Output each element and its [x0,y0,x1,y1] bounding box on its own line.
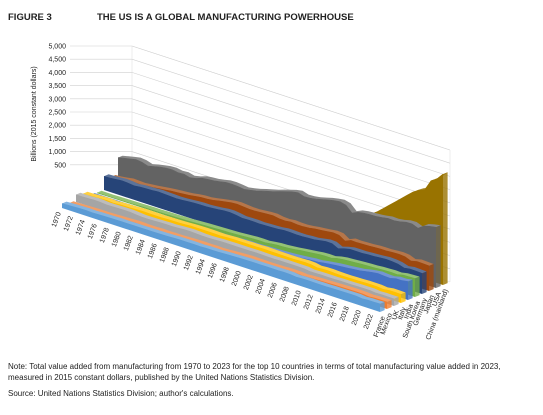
ribbon-end [387,300,392,309]
note: Note: Total value added from manufacturi… [8,362,501,382]
x-tick-label: 1994 [195,258,207,275]
x-tick-label: 1974 [75,219,87,236]
grid-line [70,45,451,151]
x-tick-label: 2018 [339,305,351,322]
ribbon-top [62,201,385,304]
grid-line [70,124,451,230]
x-tick-label: 2004 [255,278,267,295]
grid-line [70,98,451,204]
ribbon-top [118,155,441,229]
x-tick-label: 2002 [243,274,255,291]
x-tick-label: 2020 [351,309,363,326]
x-tick-label: 1992 [183,254,195,271]
ribbon-end [394,296,399,306]
ribbon-end [401,292,406,303]
x-tick-label: 1988 [159,247,171,264]
source: Source: United Nations Statistics Divisi… [8,389,234,398]
y-tick-label: 4,000 [48,70,66,77]
y-tick-label: 3,500 [48,83,66,90]
x-tick-label: 1980 [111,231,123,248]
x-tick-label: 1982 [123,235,135,252]
x-tick-label: 1998 [219,266,231,283]
grid-line [70,58,451,164]
x-tick-label: 1996 [207,262,219,279]
ribbon-top [111,175,434,266]
series-line [75,194,395,300]
ribbon-end [436,225,441,288]
y-tick-label: 3,000 [48,96,66,103]
figure-label: FIGURE 3 [8,12,52,23]
ribbon-end [429,264,434,291]
grid-line [70,85,451,190]
ribbon-end [422,271,427,294]
chart-title: THE US IS A GLOBAL MANUFACTURING POWERHO… [97,12,354,23]
ribbon-end [380,302,385,312]
grid-line [70,72,451,177]
ribbon-end [408,279,413,300]
y-tick-label: 5,000 [48,44,66,51]
x-tick-label: 1970 [51,211,63,228]
x-tick-label: 2012 [303,294,315,311]
series-line [61,203,381,305]
y-tick-label: 4,500 [48,57,66,64]
ribbon-end [415,276,420,297]
y-axis-label: Billions (2015 constant dollars) [31,66,38,161]
ribbon-top [76,192,399,299]
x-tick-label: 2006 [267,282,279,299]
y-tick-label: 500 [54,162,66,169]
ribbon-top [97,190,420,279]
series-label: UK [391,309,401,321]
x-tick-label: 2014 [315,298,327,315]
series-label: India [403,303,415,320]
y-tick-label: 2,000 [48,123,66,130]
ribbon-top [69,201,392,302]
series-line [110,176,430,267]
ribbon-end [443,172,448,285]
y-tick-label: 2,500 [48,110,66,117]
series-line [96,192,416,279]
x-tick-label: 1984 [135,239,147,256]
ribbon-top [90,193,413,282]
x-tick-label: 1986 [147,243,159,260]
ribbon-top [83,191,406,295]
series-label: Italy [397,306,408,321]
x-tick-label: 1990 [171,250,183,267]
x-tick-label: 1976 [87,223,99,240]
grid-line [70,111,451,217]
x-tick-label: 2008 [279,286,291,303]
series-line [117,157,437,229]
x-tick-label: 1978 [99,227,111,244]
series-line [82,193,402,295]
x-tick-label: 2010 [291,290,303,307]
series-label: USA [431,291,443,307]
x-tick-label: 1972 [63,215,75,232]
series-line [103,176,423,274]
y-tick-label: 1,500 [48,136,66,143]
y-tick-label: 1,000 [48,149,66,156]
x-tick-label: 2022 [363,313,375,330]
ribbon-side [62,203,380,312]
x-tick-label: 2016 [327,301,339,318]
x-tick-label: 2000 [231,270,243,287]
